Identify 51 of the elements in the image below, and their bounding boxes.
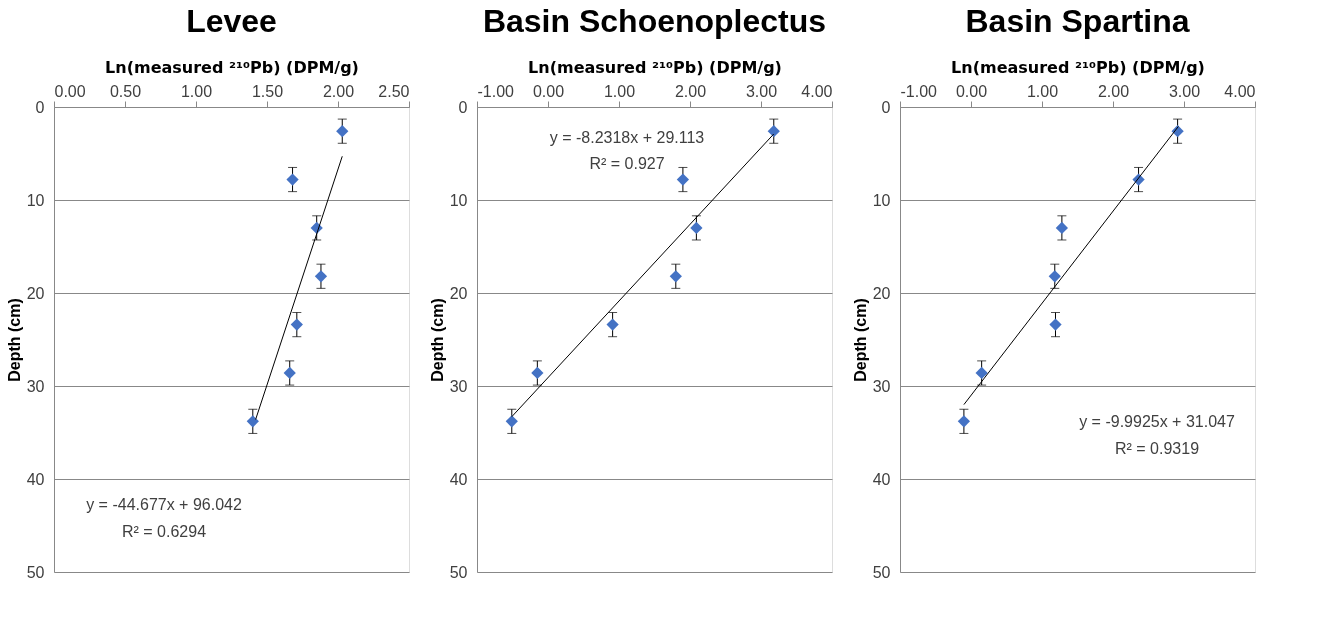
chart-title: Basin Schoenoplectus [482,3,827,39]
y-tick-label: 0 [35,98,45,116]
y-tick-label: 40 [26,470,45,488]
annotation: y = -8.2318x + 29.113 [549,129,705,146]
y-tick-label: 20 [26,284,45,302]
y-tick-label: 50 [449,563,468,581]
x-tick-label: 1.00 [603,82,636,100]
y-tick-label: 50 [872,563,891,581]
y-tick-label: 50 [26,563,45,581]
x-tick-label: 0.00 [955,82,988,100]
y-tick-label: 30 [449,377,468,395]
x-tick-label: 2.00 [1097,82,1130,100]
y-tick-label: 40 [449,470,468,488]
x-tick-label: 0.00 [54,82,86,100]
y-axis-title: Depth (cm) [428,298,446,382]
y-axis-title: Depth (cm) [5,298,23,382]
annotation: R² = 0.9319 [1114,440,1200,457]
x-tick-label: 3.00 [745,82,778,100]
x-tick-label: 2.50 [378,82,410,100]
x-axis-title: Ln(measured ²¹⁰Pb) (DPM/g) [105,57,359,77]
annotation: y = -9.9925x + 31.047 [1079,413,1235,430]
y-tick-label: 10 [26,191,45,209]
x-tick-label: 4.00 [1224,82,1256,100]
y-tick-label: 10 [449,191,468,209]
y-tick-label: 10 [872,191,891,209]
x-tick-label: 0.50 [109,82,142,100]
annotation: y = -44.677x + 96.042 [86,496,242,513]
x-tick-label: -1.00 [900,82,938,100]
x-tick-label: 2.00 [674,82,707,100]
chart-title: Basin Spartina [965,3,1190,39]
x-tick-label: 1.00 [1026,82,1059,100]
y-tick-label: 20 [872,284,891,302]
y-tick-label: 30 [872,377,891,395]
y-tick-label: 40 [872,470,891,488]
chart-title: Levee [186,3,277,39]
x-tick-label: 2.00 [322,82,355,100]
annotation: R² = 0.927 [589,155,665,172]
x-axis-title: Ln(measured ²¹⁰Pb) (DPM/g) [951,57,1205,77]
y-tick-label: 20 [449,284,468,302]
x-tick-label: 1.50 [251,82,284,100]
x-tick-label: 3.00 [1168,82,1201,100]
x-tick-label: 4.00 [801,82,833,100]
y-tick-label: 0 [458,98,468,116]
x-axis-title: Ln(measured ²¹⁰Pb) (DPM/g) [528,57,782,77]
x-tick-label: -1.00 [477,82,515,100]
x-tick-label: 1.00 [180,82,213,100]
y-axis-title: Depth (cm) [851,298,869,382]
y-tick-label: 0 [881,98,891,116]
y-tick-label: 30 [26,377,45,395]
x-tick-label: 0.00 [532,82,565,100]
annotation: R² = 0.6294 [121,523,207,540]
